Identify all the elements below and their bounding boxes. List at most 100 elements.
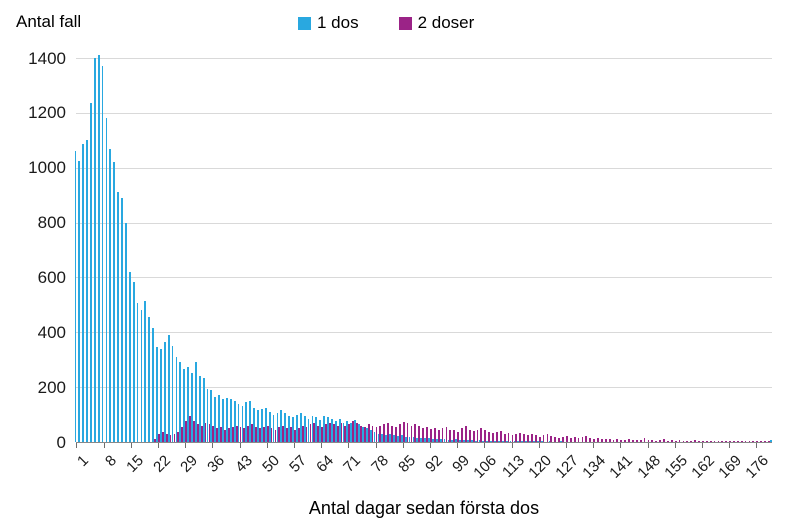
x-tick-label: 141 — [606, 452, 637, 482]
bar-2-doser — [523, 434, 526, 442]
bar-1-dos — [373, 432, 376, 442]
bar-1-dos — [665, 441, 667, 442]
bar-1-dos — [447, 439, 450, 442]
x-tick-label: 36 — [204, 452, 229, 476]
bar-2-doser — [204, 422, 207, 442]
purple-square-swatch — [398, 16, 412, 30]
bar-1-dos — [513, 441, 516, 442]
x-tick-label: 134 — [579, 452, 610, 482]
bar-2-doser — [484, 430, 487, 442]
bar-1-dos — [451, 439, 454, 442]
bar-2-doser — [531, 434, 533, 442]
bar-2-doser — [597, 438, 599, 442]
y-tick-label: 1200 — [28, 103, 66, 123]
bar-2-doser — [185, 421, 187, 442]
bar-2-doser — [231, 426, 234, 442]
bar-2-doser — [527, 435, 529, 442]
bar-1-dos — [377, 433, 380, 442]
bar-2-doser — [379, 425, 382, 442]
bar-2-doser — [616, 439, 619, 442]
bar-2-doser — [165, 433, 168, 442]
x-axis-title: Antal dagar sedan första dos — [308, 498, 540, 518]
bar-2-doser — [577, 438, 580, 442]
bar-1-dos — [474, 440, 477, 442]
grid-line — [76, 277, 772, 279]
bar-2-doser — [406, 423, 409, 442]
bar-2-doser — [651, 439, 654, 442]
bar-2-doser — [212, 425, 215, 442]
bar-2-doser — [305, 426, 308, 442]
bar-1-dos — [159, 348, 162, 442]
bar-1-dos — [630, 441, 632, 442]
axis-tick — [76, 443, 78, 448]
bar-1-dos — [486, 440, 489, 442]
bar-2-doser — [402, 422, 405, 442]
bar-1-dos — [272, 414, 275, 442]
bar-1-dos — [222, 399, 224, 442]
bar-1-dos — [121, 197, 123, 442]
bar-2-doser — [585, 435, 588, 442]
x-tick-label: 99 — [449, 452, 474, 476]
axis-tick — [266, 443, 268, 448]
bar-1-dos — [315, 417, 318, 442]
x-tick-label: 50 — [258, 452, 283, 476]
bar-2-doser — [348, 424, 351, 442]
bar-2-doser — [717, 440, 720, 442]
bar-1-dos — [311, 415, 314, 442]
axis-tick — [593, 443, 595, 448]
bar-1-dos — [610, 441, 613, 442]
axis-tick — [130, 443, 132, 448]
axis-tick — [103, 443, 105, 448]
bar-2-doser — [192, 421, 195, 442]
bar-2-doser — [154, 439, 156, 442]
bar-1-dos — [385, 435, 388, 442]
bar-1-dos — [532, 441, 535, 442]
axis-tick — [375, 443, 377, 448]
bar-1-dos — [280, 410, 283, 442]
x-tick-label: 176 — [742, 452, 773, 482]
x-tick-label: 113 — [498, 452, 528, 481]
bar-2-doser — [367, 424, 370, 442]
bar-1-dos — [237, 403, 240, 442]
bar-1-dos — [78, 160, 81, 442]
bar-2-doser — [682, 440, 685, 442]
bar-1-dos — [700, 441, 702, 442]
axis-tick — [620, 443, 622, 448]
legend-label-1-dos: 1 dos — [317, 13, 359, 32]
legend-label-2-doser: 2 doser — [417, 13, 475, 32]
bar-1-dos — [82, 144, 85, 442]
bar-2-doser — [573, 437, 576, 442]
x-tick-label: 1 — [74, 452, 93, 470]
bar-1-dos — [346, 421, 349, 442]
bar-1-dos — [148, 317, 151, 442]
axis-tick — [212, 443, 214, 448]
bar-1-dos — [132, 281, 135, 442]
bar-2-doser — [266, 425, 269, 442]
bar-2-doser — [325, 424, 327, 442]
bar-1-dos — [276, 413, 279, 442]
bar-2-doser — [721, 441, 724, 442]
x-tick-label: 64 — [313, 452, 338, 476]
bar-1-dos — [350, 422, 353, 442]
axis-tick — [429, 443, 431, 448]
bar-1-dos — [97, 55, 100, 442]
axis-tick — [484, 443, 486, 448]
bar-1-dos — [334, 421, 337, 442]
bar-2-doser — [200, 425, 203, 442]
y-axis-title: Antal fall — [16, 12, 82, 31]
bar-1-dos — [571, 441, 574, 442]
bar-2-doser — [538, 436, 541, 442]
bar-2-doser — [235, 425, 238, 442]
bar-2-doser — [589, 438, 592, 442]
x-axis-line — [76, 442, 772, 443]
bar-1-dos — [163, 341, 166, 442]
bar-2-doser — [511, 434, 514, 442]
bar-2-doser — [398, 424, 401, 442]
bar-2-doser — [414, 424, 417, 442]
bar-1-dos — [583, 441, 586, 442]
x-tick-label: 106 — [470, 452, 501, 482]
bar-1-dos — [564, 441, 566, 442]
bar-1-dos — [117, 192, 120, 442]
bar-2-doser — [391, 425, 393, 442]
bar-1-dos — [93, 58, 96, 442]
